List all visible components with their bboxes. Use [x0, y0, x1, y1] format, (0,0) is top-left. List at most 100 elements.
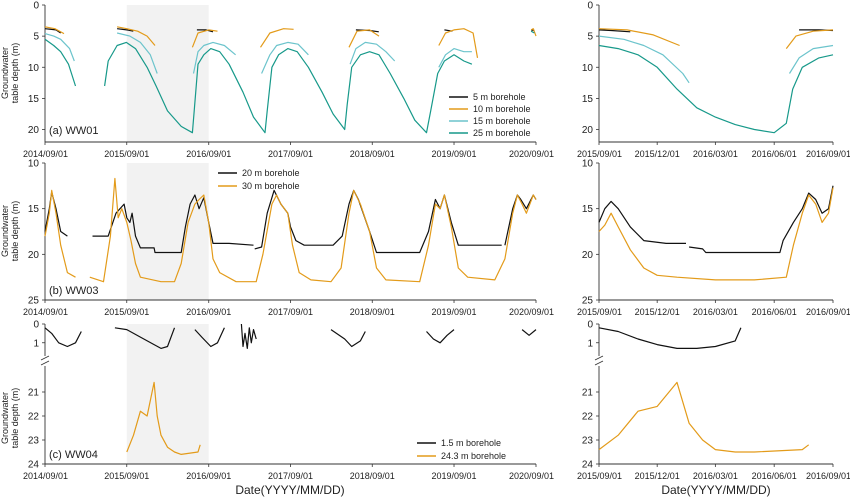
- y-tick-label: 20: [582, 250, 594, 261]
- x-tick-label: 2016/09/01: [806, 471, 850, 481]
- series-line-24-3-m-borehole: [598, 381, 810, 453]
- x-tick-label: 2016/09/01: [186, 471, 231, 481]
- y-axis-label-line2: table depth (m): [10, 201, 20, 262]
- y-tick-label: 10: [28, 63, 40, 74]
- y-tick-label: 10: [582, 63, 594, 74]
- series-line-10-m-borehole: [116, 26, 156, 46]
- shaded-period: [126, 324, 209, 464]
- series-line-5-m-borehole: [117, 28, 134, 32]
- series-line-1-5-m-borehole: [330, 329, 366, 348]
- series-line-1-5-m-borehole: [114, 327, 176, 349]
- y-tick-label: 0: [587, 320, 593, 331]
- shaded-period: [126, 5, 209, 142]
- x-tick-label: 2015/09/01: [104, 149, 149, 159]
- panel-ww01-zoom: 0 5 10 15 20 2015/09/01 2015/12/01 2016/03/01 20…: [577, 1, 850, 160]
- x-tick-label: 2017/09/01: [268, 307, 313, 317]
- series-line-1-5-m-borehole: [521, 329, 537, 336]
- y-tick-label: 1: [587, 338, 593, 349]
- panel-label: (b) WW03: [49, 285, 99, 297]
- x-tick-label: 2020/09/01: [509, 149, 554, 159]
- y-axis-label-line1: Groundwater: [0, 47, 10, 99]
- series-line-15-m-borehole: [192, 41, 236, 74]
- series-line-10-m-borehole: [191, 29, 218, 48]
- panel-ww01-full: 0 5 10 15 20 2014/09/01 2015/09/01 2016/09/01 20…: [0, 1, 554, 160]
- legend-label-30m: 30 m borehole: [242, 181, 300, 191]
- y-tick-label: 23: [28, 436, 40, 447]
- axis-break-mark: [40, 360, 50, 366]
- series-line-15-m-borehole: [116, 32, 158, 74]
- x-tick-label: 2019/09/01: [431, 471, 476, 481]
- y-tick-label: 25: [582, 296, 594, 307]
- series-line-10-m-borehole: [348, 29, 380, 48]
- shaded-period: [126, 163, 209, 300]
- axis-break-mark: [594, 360, 604, 366]
- legend-label-20m: 20 m borehole: [242, 168, 300, 178]
- y-tick-label: 22: [582, 412, 594, 423]
- x-tick-label: 2018/09/01: [350, 471, 395, 481]
- y-tick-label: 15: [582, 204, 594, 215]
- x-tick-label: 2018/09/01: [350, 149, 395, 159]
- y-tick-label: 23: [582, 436, 594, 447]
- series-line-10-m-borehole: [438, 28, 479, 59]
- y-axis-label-line2: table depth (m): [10, 43, 20, 104]
- series-line-1-5-m-borehole: [44, 327, 82, 348]
- series-line-30-m-borehole: [89, 177, 537, 283]
- x-tick-label: 2015/09/01: [104, 471, 149, 481]
- y-tick-label: 20: [28, 125, 40, 136]
- axis-break-mark: [594, 355, 604, 361]
- y-tick-label: 20: [582, 125, 594, 136]
- legend: 5 m borehole 10 m borehole 15 m borehole…: [449, 92, 531, 138]
- x-tick-label: 2015/09/01: [104, 307, 149, 317]
- panel-label: (a) WW01: [49, 125, 99, 137]
- y-tick-label: 5: [33, 32, 39, 43]
- legend-label-5m: 5 m borehole: [473, 92, 526, 102]
- series-line-25-m-borehole: [598, 44, 834, 134]
- series-line-10-m-borehole: [259, 28, 294, 48]
- y-tick-label: 20: [28, 250, 40, 261]
- y-tick-label: 21: [28, 388, 40, 399]
- series-line-10-m-borehole: [785, 29, 834, 49]
- x-tick-label: 2015/12/01: [635, 307, 680, 317]
- x-tick-label: 2017/09/01: [268, 149, 313, 159]
- series-line-15-m-borehole: [438, 48, 472, 68]
- y-tick-label: 10: [28, 159, 40, 170]
- x-tick-label: 2015/09/01: [577, 307, 622, 317]
- x-tick-label: 2018/09/01: [350, 307, 395, 317]
- series-line-1-5-m-borehole: [240, 323, 257, 349]
- y-tick-label: 0: [33, 1, 39, 12]
- series-line-1-5-m-borehole: [194, 327, 225, 348]
- series-line-1-5-m-borehole: [598, 327, 742, 349]
- y-tick-label: 15: [28, 94, 40, 105]
- series-line-1-5-m-borehole: [426, 329, 455, 344]
- series-line-15-m-borehole: [44, 33, 75, 62]
- y-axis-label-line1: Groundwater: [0, 392, 10, 444]
- x-tick-label: 2015/09/01: [577, 149, 622, 159]
- series-line-10-m-borehole: [44, 26, 65, 35]
- legend: 1.5 m borehole 24.3 m borehole: [417, 438, 506, 461]
- legend: 20 m borehole 30 m borehole: [218, 168, 300, 191]
- y-tick-label: 25: [28, 296, 40, 307]
- series-line-20-m-borehole: [689, 185, 834, 254]
- y-tick-label: 24: [28, 460, 40, 471]
- x-tick-label: 2014/09/01: [23, 149, 68, 159]
- y-tick-label: 0: [587, 1, 593, 12]
- y-tick-label: 15: [28, 204, 40, 215]
- x-tick-label: 2017/09/01: [268, 471, 313, 481]
- x-tick-label: 2014/09/01: [23, 471, 68, 481]
- series-line-20-m-borehole: [598, 200, 686, 244]
- legend-label-24-3m: 24.3 m borehole: [441, 451, 506, 461]
- series-line-30-m-borehole: [44, 189, 76, 278]
- x-tick-label: 2014/09/01: [23, 307, 68, 317]
- y-axis-label-line2: table depth (m): [10, 388, 20, 449]
- y-axis-label-line1: Groundwater: [0, 205, 10, 257]
- x-tick-label: 2016/03/01: [693, 149, 738, 159]
- series-line-25-m-borehole: [44, 38, 77, 87]
- x-tick-label: 2019/09/01: [431, 307, 476, 317]
- x-tick-label: 2016/06/01: [752, 149, 797, 159]
- x-tick-label: 2016/03/01: [693, 307, 738, 317]
- x-tick-label: 2020/09/01: [509, 307, 554, 317]
